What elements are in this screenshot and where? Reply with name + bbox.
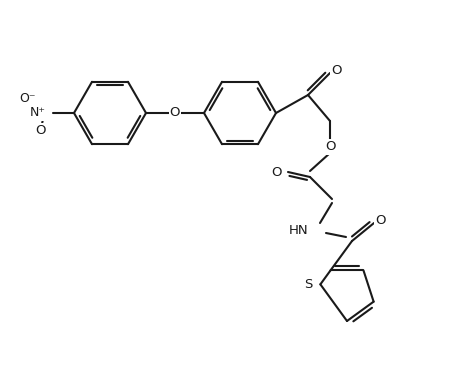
Text: O: O [375, 214, 385, 228]
Text: O: O [325, 141, 335, 154]
Text: O: O [271, 166, 281, 179]
Text: O: O [170, 107, 180, 119]
Text: O⁻: O⁻ [20, 93, 36, 106]
Text: O: O [331, 65, 341, 78]
Text: HN: HN [289, 225, 308, 238]
Text: O: O [36, 125, 46, 138]
Text: S: S [304, 278, 312, 291]
Text: N⁺: N⁺ [30, 107, 46, 119]
